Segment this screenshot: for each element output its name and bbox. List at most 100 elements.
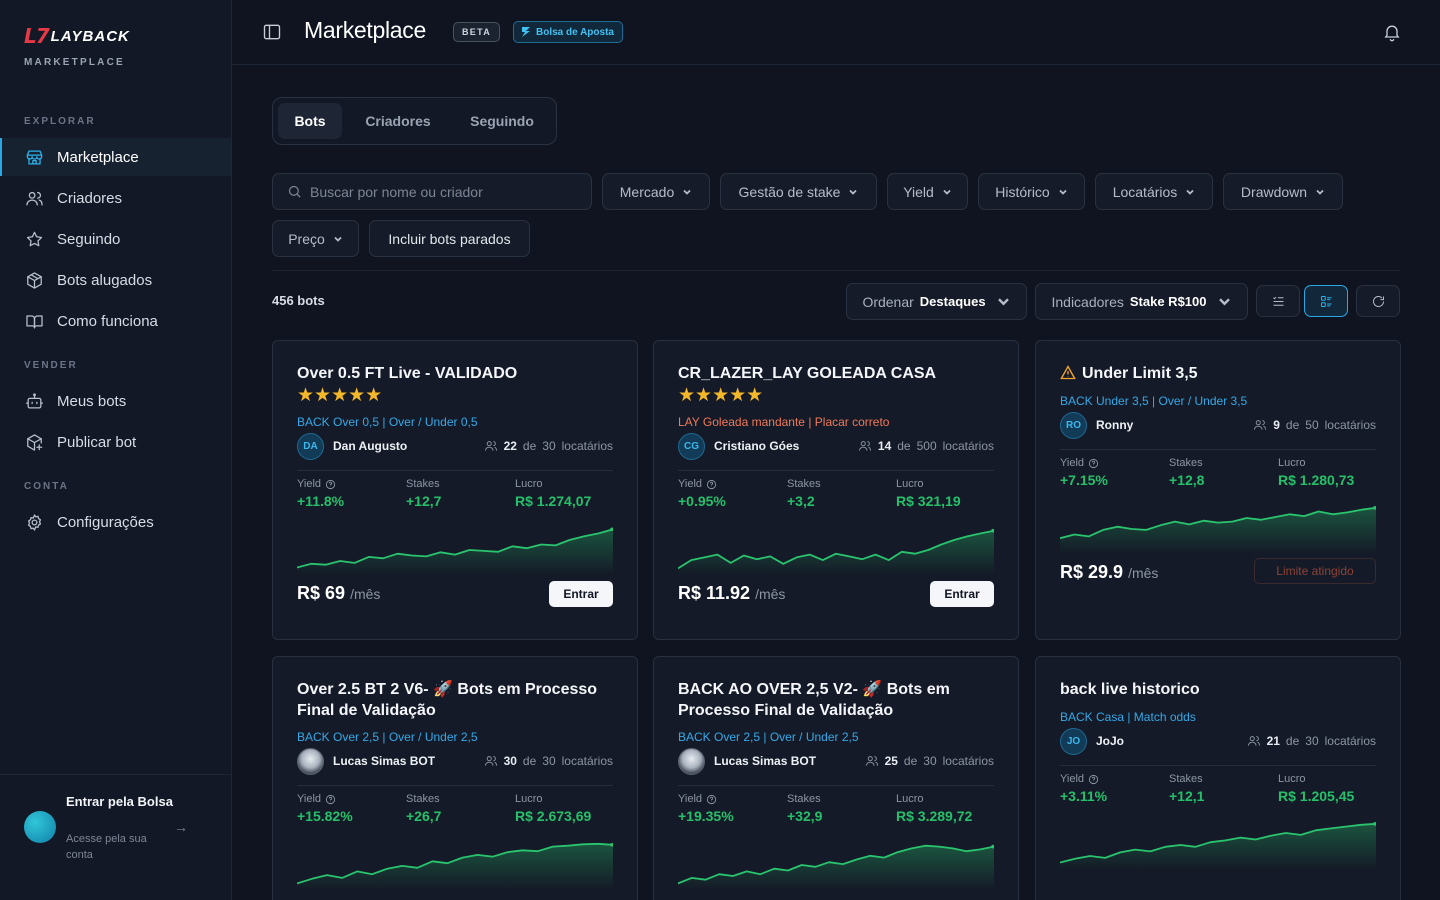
sidebar-item-como-funciona[interactable]: Como funciona — [0, 302, 231, 340]
bot-card[interactable]: CR_LAZER_LAY GOLEADA CASA ★★★★★ LAY Gole… — [653, 340, 1019, 640]
sidebar-item-bots-alugados[interactable]: Bots alugados — [0, 261, 231, 299]
creator-row[interactable]: DA Dan Augusto 22 de 30 locatários — [297, 432, 613, 460]
bell-icon[interactable] — [1382, 22, 1402, 42]
metric-lucro: Lucro R$ 1.205,45 — [1278, 773, 1398, 804]
include-stopped-bots-toggle[interactable]: Incluir bots parados — [369, 220, 530, 257]
renters-of: de — [1285, 418, 1300, 432]
creator-avatar — [297, 747, 324, 775]
renters-of: de — [1285, 734, 1300, 748]
metric-label: Stakes — [406, 478, 440, 490]
bot-title-text: CR_LAZER_LAY GOLEADA CASA — [678, 365, 937, 382]
metric-value: +12,1 — [1169, 788, 1205, 804]
filter-label: Locatários — [1112, 183, 1178, 200]
metric-yield: Yield +11.8% — [297, 478, 397, 509]
creator-row[interactable]: JO JoJo 21 de 30 locatários — [1060, 727, 1376, 755]
market-tags: LAY Goleada mandante | Placar correto — [678, 415, 890, 429]
sidebar-toggle-icon[interactable] — [262, 22, 282, 42]
bot-title[interactable]: Under Limit 3,5 — [1060, 363, 1380, 384]
metric-value: R$ 1.280,73 — [1278, 472, 1355, 488]
bot-card[interactable]: Over 0.5 FT Live - VALIDADO ★★★★★ BACK O… — [272, 340, 638, 640]
bot-title[interactable]: Over 2.5 BT 2 V6- 🚀 Bots em Processo Fin… — [297, 679, 617, 721]
bot-card[interactable]: Over 2.5 BT 2 V6- 🚀 Bots em Processo Fin… — [272, 656, 638, 900]
metric-stakes: Stakes +32,9 — [787, 793, 887, 824]
creator-name[interactable]: Dan Augusto — [333, 439, 408, 453]
chevron-down-icon — [997, 298, 1009, 306]
profit-sparkline — [1060, 822, 1376, 870]
search-input[interactable] — [310, 183, 580, 200]
renters-current: 30 — [503, 754, 517, 768]
creator-name[interactable]: Lucas Simas BOT — [714, 754, 817, 768]
limit-reached-button: Limite atingido — [1254, 558, 1376, 584]
sidebar-item-criadores[interactable]: Criadores — [0, 179, 231, 217]
enter-button[interactable]: Entrar — [930, 581, 994, 607]
price-period: /mês — [350, 586, 381, 602]
bot-card[interactable]: BACK AO OVER 2,5 V2- 🚀 Bots em Processo … — [653, 656, 1019, 900]
bot-card[interactable]: Under Limit 3,5 BACK Under 3,5 | Over / … — [1035, 340, 1401, 640]
bot-title[interactable]: CR_LAZER_LAY GOLEADA CASA — [678, 363, 998, 384]
metric-label: Lucro — [515, 478, 543, 490]
detailed-view-button[interactable] — [1304, 285, 1348, 317]
renters-count: 14 de 500 locatários — [858, 439, 994, 453]
help-circle-icon[interactable] — [706, 794, 717, 805]
bot-icon — [25, 392, 44, 408]
sidebar-item-marketplace[interactable]: Marketplace — [0, 138, 231, 176]
filter-historico[interactable]: Histórico — [978, 173, 1085, 210]
chevron-down-icon — [683, 189, 691, 195]
creator-name[interactable]: Ronny — [1096, 418, 1134, 432]
beta-badge: BETA — [453, 22, 501, 42]
help-circle-icon[interactable] — [1088, 774, 1099, 785]
creator-row[interactable]: Lucas Simas BOT 25 de 30 locatários — [678, 747, 994, 775]
refresh-button[interactable] — [1356, 285, 1400, 317]
metric-value: +3.11% — [1060, 788, 1108, 804]
filter-yield[interactable]: Yield — [887, 173, 968, 210]
tab-bots[interactable]: Bots — [278, 103, 342, 139]
renters-count: 25 de 30 locatários — [865, 754, 994, 768]
creator-row[interactable]: CG Cristiano Góes 14 de 500 locatários — [678, 432, 994, 460]
help-circle-icon[interactable] — [706, 479, 717, 490]
brand-logo[interactable]: L7 LAYBACK — [24, 24, 130, 48]
price-value: R$ 29.9 — [1060, 562, 1124, 582]
market-tags: BACK Under 3,5 | Over / Under 3,5 — [1060, 394, 1248, 408]
bot-title[interactable]: Over 0.5 FT Live - VALIDADO — [297, 363, 617, 384]
top-header: Marketplace BETA Bolsa de Aposta — [232, 0, 1440, 65]
metric-value: +12,7 — [406, 493, 442, 509]
creator-name[interactable]: Cristiano Góes — [714, 439, 800, 453]
sidebar-item-publicar-bot[interactable]: Publicar bot — [0, 423, 231, 461]
login-subtitle: Acesse pela sua conta — [66, 833, 147, 861]
bolsa-badge: Bolsa de Aposta — [513, 21, 623, 43]
help-circle-icon[interactable] — [325, 794, 336, 805]
creator-row[interactable]: Lucas Simas BOT 30 de 30 locatários — [297, 747, 613, 775]
help-circle-icon[interactable] — [1088, 458, 1099, 469]
login-bolsa-button[interactable]: Entrar pela Bolsa Acesse pela sua conta … — [0, 774, 231, 900]
sort-dropdown[interactable]: Ordenar Destaques — [846, 283, 1027, 320]
bot-card[interactable]: back live historico BACK Casa | Match od… — [1035, 656, 1401, 900]
bot-title[interactable]: BACK AO OVER 2,5 V2- 🚀 Bots em Processo … — [678, 679, 998, 721]
metric-yield: Yield +19.35% — [678, 793, 778, 824]
sidebar-item-label: Publicar bot — [57, 433, 137, 451]
tab-criadores[interactable]: Criadores — [365, 113, 431, 129]
sidebar-item-seguindo[interactable]: Seguindo — [0, 220, 231, 258]
sidebar-item-meus-bots[interactable]: Meus bots — [0, 382, 231, 420]
bot-title-text: BACK AO OVER 2,5 V2- 🚀 Bots em Processo … — [678, 681, 950, 719]
filter-locatarios[interactable]: Locatários — [1095, 173, 1213, 210]
profit-sparkline — [297, 842, 613, 890]
metric-yield: Yield +3.11% — [1060, 773, 1160, 804]
sidebar-item-configuracoes[interactable]: Configurações — [0, 503, 231, 541]
bot-title[interactable]: back live historico — [1060, 679, 1380, 700]
enter-button[interactable]: Entrar — [549, 581, 613, 607]
bot-title-text: Over 2.5 BT 2 V6- 🚀 Bots em Processo Fin… — [297, 681, 598, 719]
filter-mercado[interactable]: Mercado — [602, 173, 710, 210]
tab-seguindo[interactable]: Seguindo — [470, 113, 534, 129]
creator-name[interactable]: Lucas Simas BOT — [333, 754, 436, 768]
sparkline-end-point — [610, 527, 613, 532]
creator-name[interactable]: JoJo — [1096, 734, 1125, 748]
metric-stakes: Stakes +26,7 — [406, 793, 506, 824]
creator-row[interactable]: RO Ronny 9 de 50 locatários — [1060, 411, 1376, 439]
help-circle-icon[interactable] — [325, 479, 336, 490]
compact-view-button[interactable] — [1256, 285, 1300, 317]
filter-preco[interactable]: Preço — [272, 220, 359, 257]
filter-gestao-de-stake[interactable]: Gestão de stake — [720, 173, 877, 210]
filter-drawdown[interactable]: Drawdown — [1223, 173, 1343, 210]
sidebar-item-label: Bots alugados — [57, 271, 153, 289]
indicators-dropdown[interactable]: Indicadores Stake R$100 — [1035, 283, 1248, 320]
